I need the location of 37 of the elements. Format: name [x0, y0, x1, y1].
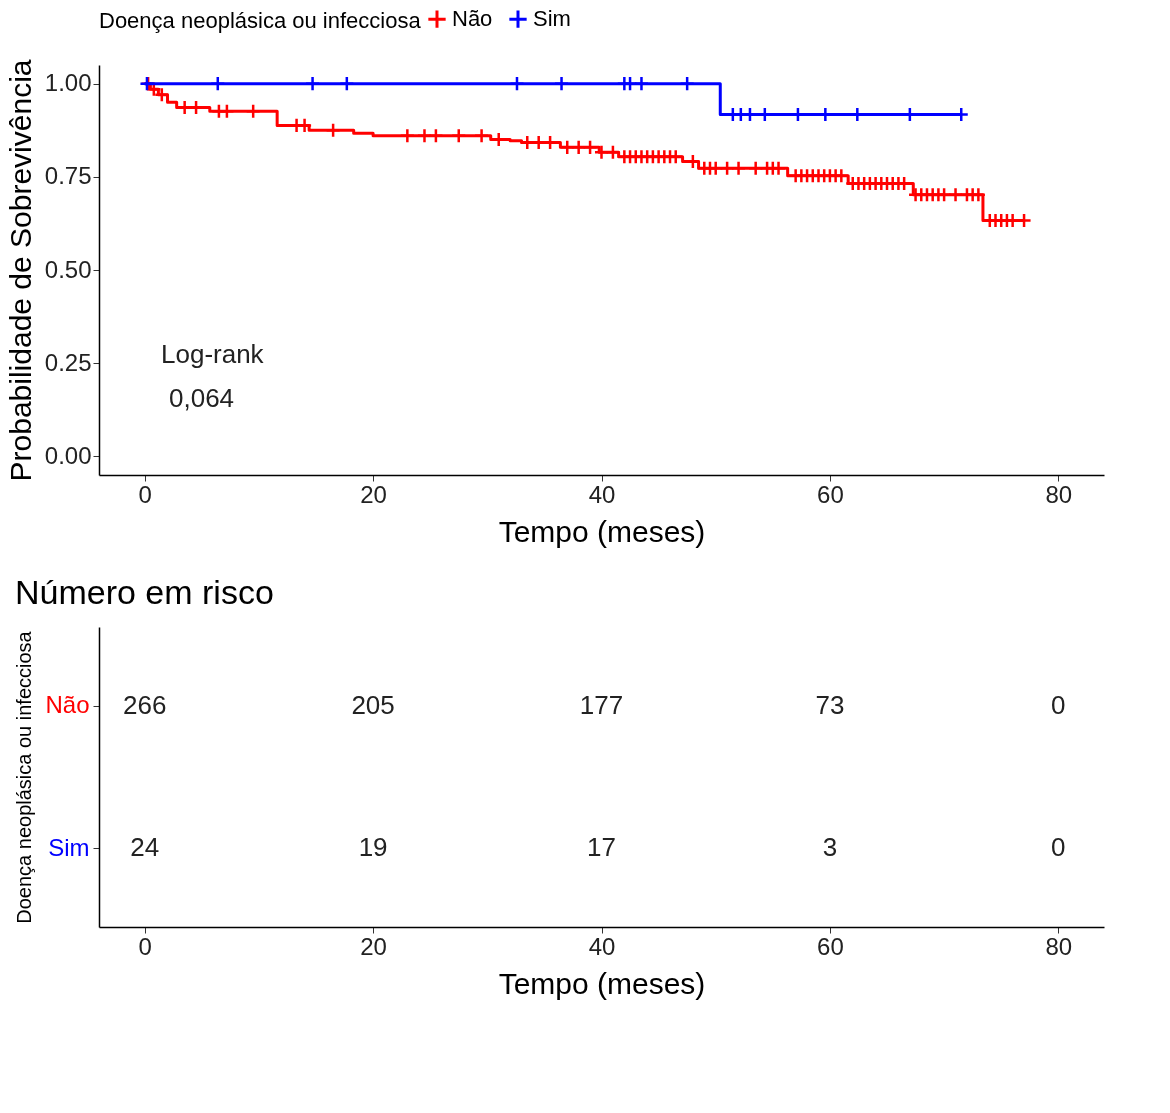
- y-axis-title: Probabilidade de Sobrevivência: [3, 59, 37, 482]
- data-label: 0: [1051, 689, 1066, 720]
- data-label: 73: [815, 689, 845, 720]
- y-tick-label: 1.00: [44, 69, 92, 97]
- y-tick-label: 0.00: [44, 441, 92, 469]
- x-axis-title: Tempo (meses): [498, 514, 706, 548]
- legend-label: Sim: [533, 6, 571, 32]
- data-label: 24: [130, 832, 160, 863]
- x-axis-title: Tempo (meses): [498, 966, 706, 1000]
- data-label: 266: [122, 689, 167, 720]
- data-label: 19: [358, 832, 388, 863]
- x-tick-label: 80: [1045, 932, 1073, 960]
- data-label: 0: [1051, 832, 1066, 863]
- y-tick-label: Sim: [48, 833, 90, 861]
- x-tick-label: 40: [588, 480, 616, 508]
- data-label: 205: [351, 689, 395, 720]
- legend-label: Não: [452, 6, 493, 32]
- x-tick-label: 40: [588, 932, 616, 960]
- data-label: 177: [579, 689, 624, 720]
- y-tick-label: Não: [45, 691, 90, 719]
- x-tick-label: 60: [817, 932, 844, 960]
- x-tick-label: 20: [360, 932, 387, 960]
- x-tick-label: 20: [360, 480, 387, 508]
- x-tick-label: 60: [817, 480, 844, 508]
- y-tick-label: 0.25: [44, 348, 92, 376]
- annotation: Log-rank: [161, 339, 265, 369]
- x-tick-label: 0: [138, 932, 152, 960]
- x-tick-label: 0: [138, 480, 152, 508]
- x-tick-label: 80: [1045, 480, 1073, 508]
- chart-title: Número em risco: [14, 573, 274, 611]
- annotation: 0,064: [169, 383, 235, 413]
- data-label: 17: [587, 832, 616, 863]
- y-tick-label: 0.75: [44, 162, 92, 190]
- data-label: 3: [822, 832, 838, 863]
- legend-title: Doença neoplásica ou infecciosa: [99, 8, 422, 33]
- y-axis-title: Doença neoplásica ou infecciosa: [13, 630, 36, 924]
- y-tick-label: 0.50: [44, 255, 92, 283]
